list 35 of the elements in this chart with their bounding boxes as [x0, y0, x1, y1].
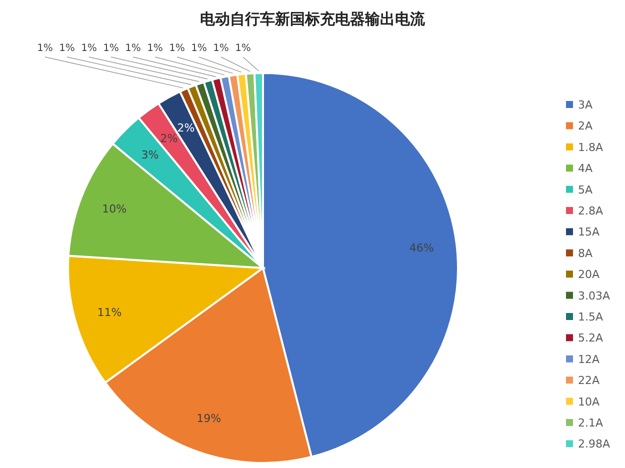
data-label: 2%: [160, 132, 178, 146]
legend-label: 5.2A: [578, 332, 604, 345]
data-label: 1%: [81, 43, 97, 54]
legend-label: 2A: [578, 120, 593, 133]
data-label: 2%: [177, 121, 195, 134]
legend-label: 10A: [578, 395, 600, 408]
chart-title: 电动自行车新国标充电器输出电流: [200, 10, 426, 28]
data-label: 1%: [59, 43, 75, 54]
data-label: 1%: [103, 43, 119, 54]
legend-label: 12A: [578, 352, 600, 366]
legend-label: 20A: [578, 268, 600, 282]
data-label: 3%: [141, 148, 159, 162]
data-label: 11%: [97, 306, 122, 320]
data-label: 19%: [196, 412, 222, 425]
data-label: 10%: [102, 202, 127, 216]
data-label: 1%: [147, 43, 163, 54]
legend-label: 1.8A: [578, 140, 604, 154]
data-label: 1%: [37, 43, 53, 54]
data-label: 46%: [409, 241, 434, 254]
data-label: 1%: [169, 43, 185, 54]
legend-label: 22A: [578, 374, 600, 388]
data-label: 1%: [213, 43, 229, 54]
legend-label: 2.8A: [578, 204, 604, 218]
legend-label: 2.98A: [578, 438, 610, 451]
legend-label: 1.5A: [578, 310, 604, 324]
legend-label: 3.03A: [578, 289, 610, 302]
data-label: 1%: [191, 43, 207, 54]
legend-label: 2.1A: [578, 416, 604, 430]
data-label: 1%: [125, 43, 141, 54]
legend-label: 15A: [578, 226, 600, 239]
legend-label: 4A: [578, 162, 593, 176]
data-label: 1%: [235, 43, 251, 54]
legend-label: 8A: [578, 246, 593, 260]
legend-label: 5A: [578, 183, 593, 196]
legend-label: 3A: [578, 98, 593, 112]
